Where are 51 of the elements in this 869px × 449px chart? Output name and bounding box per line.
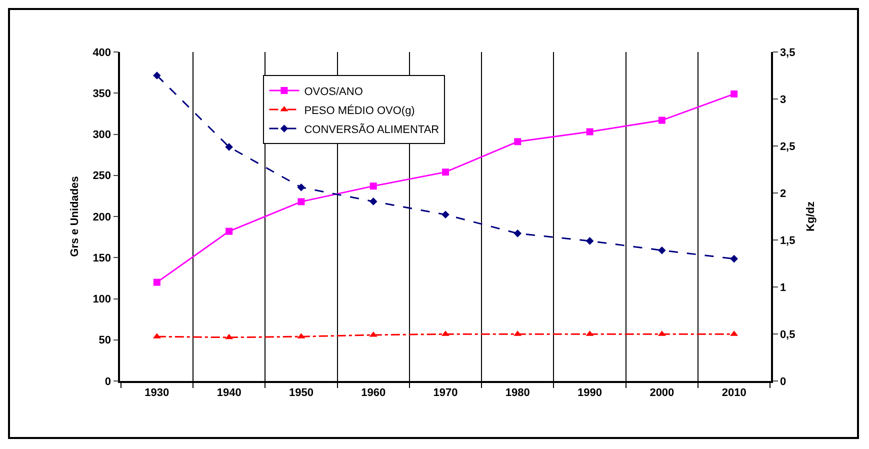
point — [370, 182, 377, 190]
x-tick-label: 1940 — [216, 386, 242, 399]
legend-label: OVOS/ANO — [304, 86, 364, 98]
point — [153, 278, 160, 286]
point — [369, 331, 378, 337]
y2-tick-label: 1,5 — [780, 234, 796, 247]
point — [586, 128, 594, 136]
x-tick-label: 1990 — [578, 386, 602, 399]
y-axis-title: Grs e Unidades — [68, 176, 81, 257]
point — [586, 237, 594, 245]
y-tick-label: 350 — [92, 88, 112, 100]
x-tick-label: 2000 — [650, 386, 674, 399]
x-tick-label: 1950 — [288, 386, 314, 399]
y-tick-label: 150 — [92, 252, 112, 264]
point — [514, 138, 522, 146]
point — [442, 168, 449, 176]
legend-label: PESO MÉDIO OVO(g) — [304, 104, 415, 117]
point — [658, 116, 666, 124]
y2-tick-label: 0,5 — [780, 328, 796, 341]
y2-tick-label: 3,5 — [780, 46, 796, 59]
point — [658, 246, 666, 254]
point — [442, 210, 450, 219]
y2-tick-label: 0 — [780, 376, 786, 388]
y2-tick-label: 1 — [780, 282, 786, 294]
y-tick-label: 200 — [92, 211, 112, 224]
point — [153, 72, 161, 80]
y-tick-label: 250 — [92, 170, 112, 182]
y2-tick-label: 2 — [780, 188, 786, 200]
y2-axis-title: Kg/dz — [804, 201, 817, 232]
point — [225, 334, 234, 340]
point — [730, 254, 738, 263]
y-tick-label: 0 — [104, 376, 112, 388]
legend-label: CONVERSÃO ALIMENTAR — [304, 122, 440, 136]
point — [298, 198, 305, 206]
point — [226, 228, 233, 235]
point — [730, 90, 738, 98]
point — [297, 183, 306, 192]
y-tick-label: 100 — [92, 294, 112, 306]
point — [225, 143, 233, 151]
y2-tick-label: 2,5 — [780, 140, 796, 153]
x-tick-label: 2010 — [722, 386, 746, 399]
y-tick-label: 300 — [92, 129, 112, 142]
x-tick-label: 1930 — [144, 386, 170, 399]
x-tick-label: 1980 — [505, 386, 530, 399]
point — [514, 230, 522, 238]
y2-tick-label: 3 — [780, 94, 786, 106]
x-tick-label: 1960 — [361, 386, 386, 399]
point — [369, 198, 378, 206]
y-tick-label: 50 — [98, 334, 112, 347]
y-tick-label: 400 — [92, 46, 112, 59]
x-tick-label: 1970 — [433, 386, 458, 399]
